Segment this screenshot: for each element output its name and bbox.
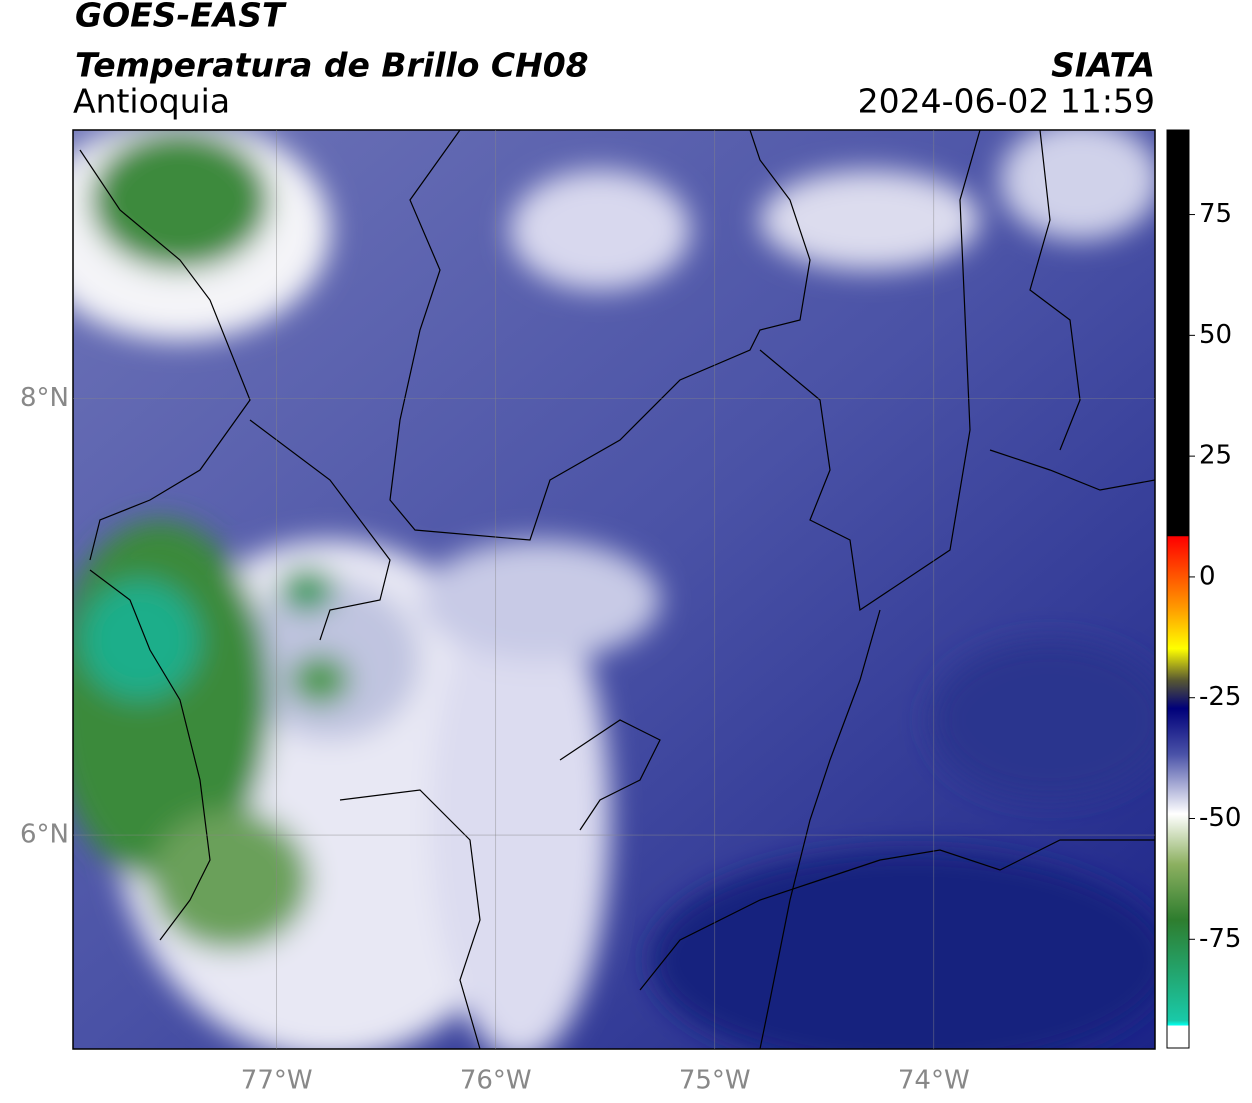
- subtitle: Temperatura de Brillo CH08: [75, 46, 589, 85]
- colorbar: [1166, 129, 1190, 1049]
- x-tick-label: 75°W: [679, 1066, 751, 1096]
- y-tick-label: 6°N: [20, 820, 69, 850]
- x-tick-label: 76°W: [460, 1066, 532, 1096]
- colorbar-tick-label: -50: [1199, 803, 1241, 833]
- x-tick-label: 74°W: [898, 1066, 970, 1096]
- colorbar-tick-label: -25: [1199, 682, 1241, 712]
- map-field: [73, 130, 1155, 1049]
- title: GOES-EAST: [75, 0, 287, 35]
- colorbar-tick-label: 50: [1199, 320, 1232, 350]
- map-frame: [72, 129, 1156, 1050]
- region: Antioquia: [73, 82, 230, 121]
- source: SIATA: [1051, 46, 1155, 85]
- y-tick-label: 8°N: [20, 383, 69, 413]
- datetime: 2024-06-02 11:59: [858, 82, 1155, 121]
- colorbar-tick-label: 0: [1199, 561, 1216, 591]
- colorbar-tick-label: 75: [1199, 199, 1232, 229]
- x-tick-label: 77°W: [241, 1066, 313, 1096]
- colorbar-tick-label: -75: [1199, 924, 1241, 954]
- colorbar-tick-label: 25: [1199, 441, 1232, 471]
